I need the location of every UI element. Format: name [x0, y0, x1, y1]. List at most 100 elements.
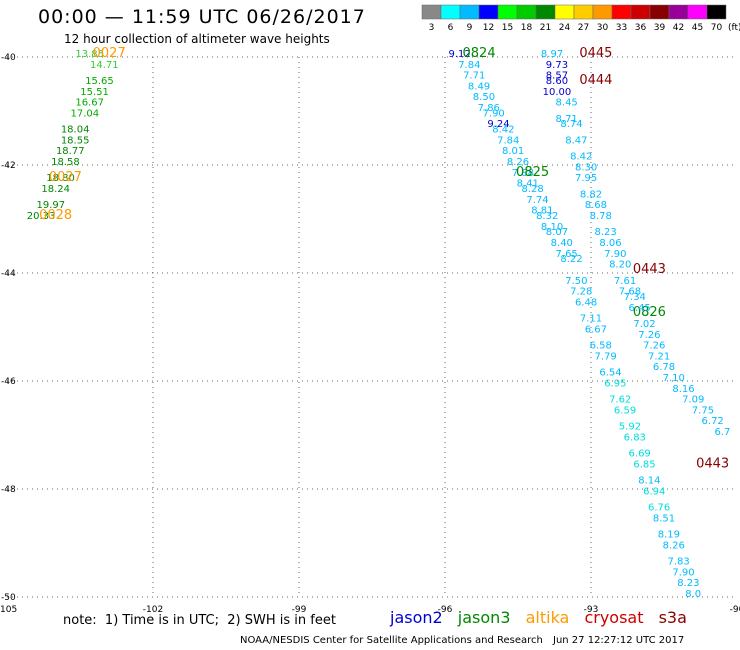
scale-label: 12 [483, 23, 494, 33]
scale-label: 45 [692, 23, 703, 33]
wave-height-value: 18.80 [46, 173, 75, 184]
pass-time-label: 0825 [516, 165, 549, 180]
wave-height-value: 19.97 [36, 200, 65, 211]
wave-height-value: 6.85 [633, 459, 655, 470]
scale-unit: (ft) [728, 23, 740, 33]
pass-time-label: 0826 [633, 305, 666, 320]
wave-height-value: 15.51 [80, 87, 109, 98]
wave-height-value: 6.7 [714, 427, 730, 438]
scale-swatch [649, 4, 670, 20]
scale-swatch [554, 4, 575, 20]
scale-label: 33 [616, 23, 627, 33]
wave-height-value: 7.86 [478, 103, 500, 114]
wave-height-value: 8.71 [556, 114, 578, 125]
scale-label: 18 [521, 23, 533, 33]
wave-height-value: 6.54 [599, 368, 621, 379]
wave-height-value: 8.41 [517, 179, 539, 190]
wave-height-value: 6.83 [624, 432, 646, 443]
wave-height-value: 7.88 [512, 168, 534, 179]
scale-label: 39 [654, 23, 666, 33]
wave-height-value: 8.26 [507, 157, 529, 168]
x-tick-label: -96 [438, 605, 453, 615]
wave-height-value: 7.21 [648, 351, 670, 362]
pass-time-label: 0028 [39, 208, 72, 223]
wave-height-value: 7.84 [458, 60, 480, 71]
wave-height-value: 15.65 [85, 76, 114, 87]
wave-height-value: 7.26 [638, 330, 660, 341]
wave-height-value: 7.74 [526, 195, 548, 206]
pass-time-label: 0027 [49, 170, 82, 185]
footer-note: note: 1) Time is in UTC; 2) SWH is in fe… [63, 613, 336, 628]
wave-height-value: 6.78 [653, 362, 675, 373]
wave-height-value: 7.34 [624, 292, 646, 303]
legend-jason3: jason3 [457, 608, 511, 627]
wave-height-value: 8.57 [546, 71, 568, 82]
pass-time-label: 0445 [579, 46, 612, 61]
scale-label: 36 [635, 23, 647, 33]
y-tick-label: -48 [1, 485, 16, 495]
scale-swatch [706, 4, 727, 20]
wave-height-value: 8.07 [546, 227, 568, 238]
wave-height-value: 7.68 [619, 287, 641, 298]
wave-height-value: 8.32 [536, 211, 558, 222]
wave-height-value: 8.10 [541, 222, 563, 233]
scale-label: 3 [429, 23, 435, 33]
map-grid [7, 56, 737, 598]
legend-altika: altika [525, 608, 570, 627]
wave-height-value: 9.12 [448, 49, 470, 60]
x-tick-label: -102 [143, 605, 163, 615]
wave-height-value: 7.02 [633, 319, 655, 330]
scale-swatch [573, 4, 594, 20]
scale-label: 24 [559, 23, 571, 33]
wave-height-value: 7.65 [556, 249, 578, 260]
wave-height-value: 6.58 [590, 341, 612, 352]
scale-swatch [421, 4, 442, 20]
wave-height-value: 6.67 [585, 324, 607, 335]
chart-subtitle: 12 hour collection of altimeter wave hei… [64, 32, 330, 46]
scale-label: 15 [502, 23, 513, 33]
wave-height-value: 7.71 [463, 71, 485, 82]
scale-label: 6 [448, 23, 454, 33]
scale-swatch [440, 4, 461, 20]
wave-height-value: 6.72 [702, 416, 724, 427]
scale-label: 27 [578, 23, 589, 33]
wave-height-value: 5.92 [619, 422, 641, 433]
wave-height-value: 8.22 [560, 254, 582, 265]
wave-height-value: 8.26 [663, 540, 685, 551]
pass-time-label: 0443 [696, 456, 729, 471]
legend-cryosat: cryosat [584, 608, 644, 627]
wave-height-value: 8.23 [677, 578, 699, 589]
y-tick-label: -46 [1, 377, 16, 387]
wave-height-value: 18.55 [61, 135, 90, 146]
wave-height-value: 8.50 [473, 92, 495, 103]
generated-timestamp: Jun 27 12:27:12 UTC 2017 [553, 635, 685, 646]
wave-height-value: 6.76 [648, 503, 670, 514]
scale-swatch [478, 4, 499, 20]
pass-time-label: 0444 [579, 73, 612, 88]
scale-swatch [611, 4, 632, 20]
scale-swatch [535, 4, 556, 20]
wave-height-value: 8.23 [594, 227, 616, 238]
x-tick-label: -105 [0, 605, 17, 615]
pass-time-label: 0824 [463, 46, 496, 61]
wave-height-value: 8.49 [468, 81, 490, 92]
wave-height-value: 7.50 [565, 276, 587, 287]
wave-height-value: 8.0 [685, 589, 701, 600]
x-tick-label: -90 [730, 605, 740, 615]
y-tick-label: -44 [1, 269, 16, 279]
wave-height-value: 8.47 [565, 135, 587, 146]
wave-height-value: 13.85 [75, 49, 104, 60]
wave-height-value: 8.97 [541, 49, 563, 60]
wave-height-value: 10.00 [543, 87, 572, 98]
wave-height-value: 7.90 [604, 249, 626, 260]
wave-height-value: 8.28 [521, 184, 543, 195]
wave-height-value: 9.24 [487, 119, 509, 130]
wave-height-value: 7.11 [580, 314, 602, 325]
scale-swatch [516, 4, 537, 20]
scale-swatch [630, 4, 651, 20]
wave-height-value: 7.79 [594, 351, 616, 362]
wave-height-value: 8.01 [502, 146, 524, 157]
wave-height-value: 18.04 [61, 125, 90, 136]
wave-height-value: 8.20 [609, 260, 631, 271]
